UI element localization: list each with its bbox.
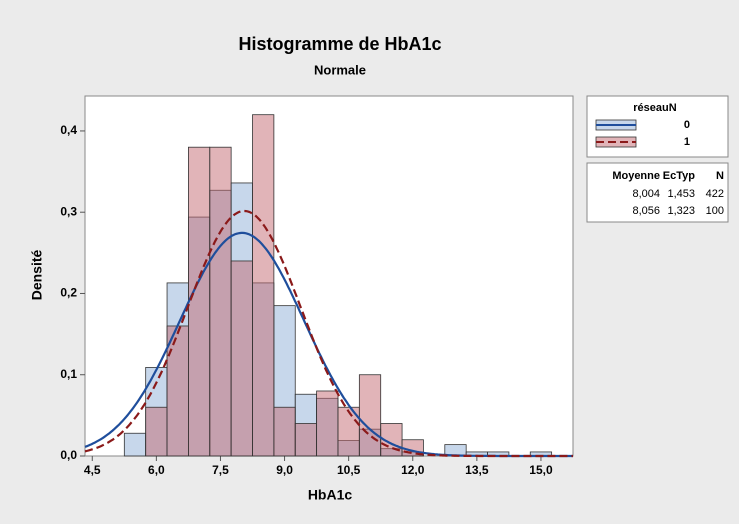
stats-cell: 1,323 bbox=[667, 205, 695, 217]
x-tick-label: 15,0 bbox=[529, 463, 553, 477]
stats-cell: 8,004 bbox=[632, 188, 660, 200]
x-tick-label: 4,5 bbox=[84, 463, 101, 477]
bar bbox=[166, 325, 189, 457]
stats-box bbox=[586, 162, 729, 223]
x-tick-label: 12,0 bbox=[401, 463, 425, 477]
fit-curve bbox=[84, 209, 573, 458]
bar bbox=[145, 406, 168, 457]
y-tick-label: 0,3 bbox=[60, 204, 77, 218]
stats-header: N bbox=[716, 170, 724, 182]
y-tick-label: 0,1 bbox=[60, 367, 77, 381]
stats-header: EcTyp bbox=[663, 170, 695, 182]
x-axis-label: HbA1c bbox=[308, 487, 353, 503]
y-tick-label: 0,2 bbox=[60, 286, 77, 300]
bar bbox=[316, 390, 339, 457]
chart-subtitle: Normale bbox=[314, 62, 366, 77]
x-tick-label: 9,0 bbox=[276, 463, 293, 477]
legend-label: 1 bbox=[684, 136, 690, 148]
bar bbox=[123, 432, 147, 457]
bar bbox=[294, 423, 318, 457]
x-tick-label: 6,0 bbox=[148, 463, 165, 477]
x-tick-label: 13,5 bbox=[465, 463, 489, 477]
bar bbox=[188, 146, 211, 457]
legend-title: réseauN bbox=[633, 102, 676, 114]
stats-header: Moyenne bbox=[612, 170, 660, 182]
y-tick-label: 0,4 bbox=[60, 123, 77, 137]
y-axis-label: Densité bbox=[29, 250, 45, 301]
stats-cell: 100 bbox=[706, 205, 724, 217]
legend-label: 0 bbox=[684, 119, 690, 131]
x-tick-label: 10,5 bbox=[337, 463, 361, 477]
stats-cell: 422 bbox=[706, 188, 724, 200]
stats-cell: 1,453 bbox=[667, 188, 695, 200]
stats-cell: 8,056 bbox=[632, 205, 660, 217]
x-tick-label: 7,5 bbox=[212, 463, 229, 477]
bar bbox=[230, 260, 253, 457]
bar bbox=[252, 114, 275, 457]
bar bbox=[358, 374, 382, 457]
y-tick-label: 0,0 bbox=[60, 448, 77, 462]
bar bbox=[273, 406, 296, 457]
bar bbox=[209, 146, 232, 457]
chart-title: Histogramme de HbA1c bbox=[238, 34, 441, 54]
